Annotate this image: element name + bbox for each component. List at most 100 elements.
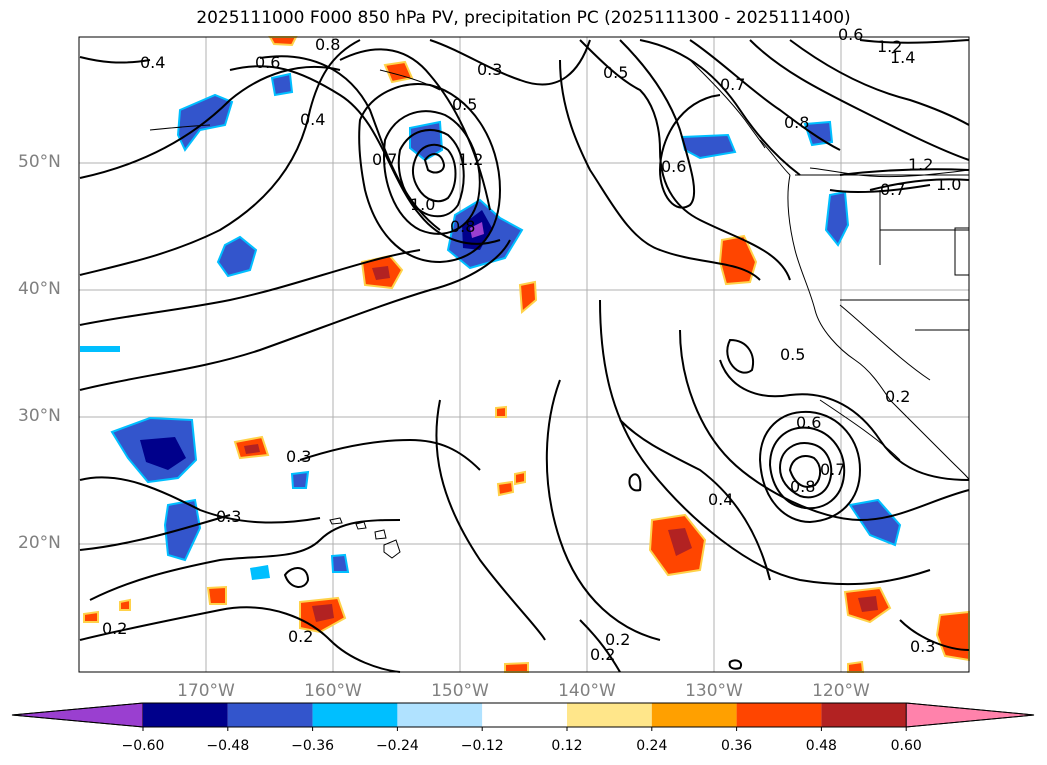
- precip-neg-patch: [163, 498, 202, 562]
- colorbar-segment: [651, 703, 737, 727]
- contour-label: 0.8: [450, 217, 475, 236]
- contour-label: 0.8: [790, 477, 815, 496]
- contour-label: 0.3: [477, 60, 502, 79]
- contour-labels: 0.4 0.60.80.40.30.50.7 1.21.00.80.50.70.60…: [102, 25, 961, 664]
- colorbar-tick-label: −0.60: [121, 738, 165, 754]
- lon-label: 130°W: [685, 681, 743, 701]
- precip-pos-core: [372, 266, 390, 280]
- precip-neg-patch: [80, 346, 120, 352]
- precip-pos-patch: [83, 610, 99, 623]
- contour-label: 0.2: [590, 645, 615, 664]
- contour-label: 0.7: [720, 75, 745, 94]
- colorbar-segment: [397, 703, 483, 727]
- precip-pos-core: [858, 596, 878, 612]
- colorbar-tick-label: 0.12: [551, 738, 583, 754]
- contour-label: 0.2: [605, 630, 630, 649]
- precip-pos-core: [668, 528, 692, 556]
- hawaiian-islands: [329, 517, 401, 559]
- precip-patches: [80, 36, 970, 673]
- precip-pos-patch: [935, 610, 970, 662]
- lon-label: 150°W: [431, 681, 489, 701]
- colorbar-segment: [312, 703, 398, 727]
- contour-label: 0.4: [300, 110, 325, 129]
- colorbar-segment: [821, 703, 907, 727]
- precip-neg-patch: [250, 565, 270, 580]
- precip-neg-patch: [290, 470, 310, 489]
- contour-label: 0.3: [286, 447, 311, 466]
- contour-label: 0.6: [796, 413, 821, 432]
- colorbar-segment: [567, 703, 652, 727]
- contour-label: 1.0: [410, 195, 435, 214]
- precip-neg-patch: [270, 72, 294, 97]
- contour-label: 0.5: [780, 345, 805, 364]
- contour-label: 0.6: [838, 25, 863, 44]
- contour-label: 0.6: [255, 53, 280, 72]
- lat-label: 30°N: [18, 406, 61, 426]
- contour-label: 0.3: [216, 507, 241, 526]
- contour-label: 0.2: [102, 619, 127, 638]
- lon-label: 170°W: [177, 681, 235, 701]
- precip-neg-patch: [803, 120, 834, 147]
- lat-label: 40°N: [18, 279, 61, 299]
- contour-label: 0.6: [661, 157, 686, 176]
- colorbar: [11, 702, 1035, 731]
- colorbar-segment: [227, 703, 313, 727]
- colorbar-tick-label: 0.24: [636, 738, 668, 754]
- lon-label: 120°W: [812, 681, 870, 701]
- lon-label: 140°W: [558, 681, 616, 701]
- contour-label: 0.2: [885, 387, 910, 406]
- precip-neg-core: [470, 222, 484, 238]
- contour-label: 0.5: [603, 63, 628, 82]
- lat-label: 50°N: [18, 152, 61, 172]
- precip-pos-patch: [268, 36, 298, 47]
- contour-label: 1.4: [890, 48, 915, 67]
- colorbar-tick-label: −0.48: [206, 738, 250, 754]
- colorbar-extend-low: [11, 702, 144, 728]
- contour-label: 0.2: [288, 627, 313, 646]
- map-frame: [78, 36, 970, 673]
- precip-pos-patch: [206, 585, 227, 605]
- precip-pos-core: [244, 444, 260, 454]
- colorbar-tick-label: −0.12: [460, 738, 504, 754]
- precip-neg-patch: [848, 498, 902, 547]
- colorbar-tick-label: 0.48: [805, 738, 837, 754]
- contour-label: 1.0: [936, 175, 961, 194]
- colorbar-tick-label: 0.36: [721, 738, 753, 754]
- colorbar-extend-high: [905, 702, 1035, 728]
- precip-pos-patch: [496, 480, 515, 497]
- contour-label: 0.4: [140, 53, 165, 72]
- precip-neg-core: [140, 437, 186, 470]
- precip-pos-patch: [514, 470, 526, 486]
- precip-neg-patch: [216, 235, 258, 278]
- contour-label: 0.8: [784, 113, 809, 132]
- coastlines: [149, 59, 970, 481]
- contour-label: 0.4: [708, 490, 733, 509]
- lon-label: 160°W: [304, 681, 362, 701]
- precip-pos-patch: [495, 405, 507, 418]
- precip-pos-core: [312, 604, 334, 622]
- contour-label: 0.5: [452, 95, 477, 114]
- lat-label: 20°N: [18, 533, 61, 553]
- contour-label: 1.2: [458, 150, 483, 169]
- colorbar-tick-label: −0.24: [375, 738, 419, 754]
- colorbar-tick-label: −0.36: [291, 738, 335, 754]
- precip-pos-patch: [504, 661, 529, 673]
- contour-label: 0.7: [372, 150, 397, 169]
- colorbar-segment: [482, 703, 567, 727]
- precip-pos-patch: [847, 660, 865, 673]
- contour-label: 0.8: [315, 35, 340, 54]
- colorbar-segment: [736, 703, 822, 727]
- contour-label: 0.3: [910, 637, 935, 656]
- contour-label: 0.7: [880, 180, 905, 199]
- colorbar-segment: [143, 703, 228, 727]
- contour-label: 0.7: [820, 460, 845, 479]
- precip-pos-patch: [119, 598, 131, 611]
- contour-label: 1.2: [908, 155, 933, 174]
- map-title: 2025111000 F000 850 hPa PV, precipitatio…: [196, 8, 851, 28]
- precip-neg-patch: [824, 190, 850, 247]
- precip-neg-patch: [330, 553, 350, 573]
- contour-label: 1.2: [877, 37, 902, 56]
- colorbar-tick-label: 0.60: [890, 738, 922, 754]
- precip-pos-patch: [518, 280, 538, 315]
